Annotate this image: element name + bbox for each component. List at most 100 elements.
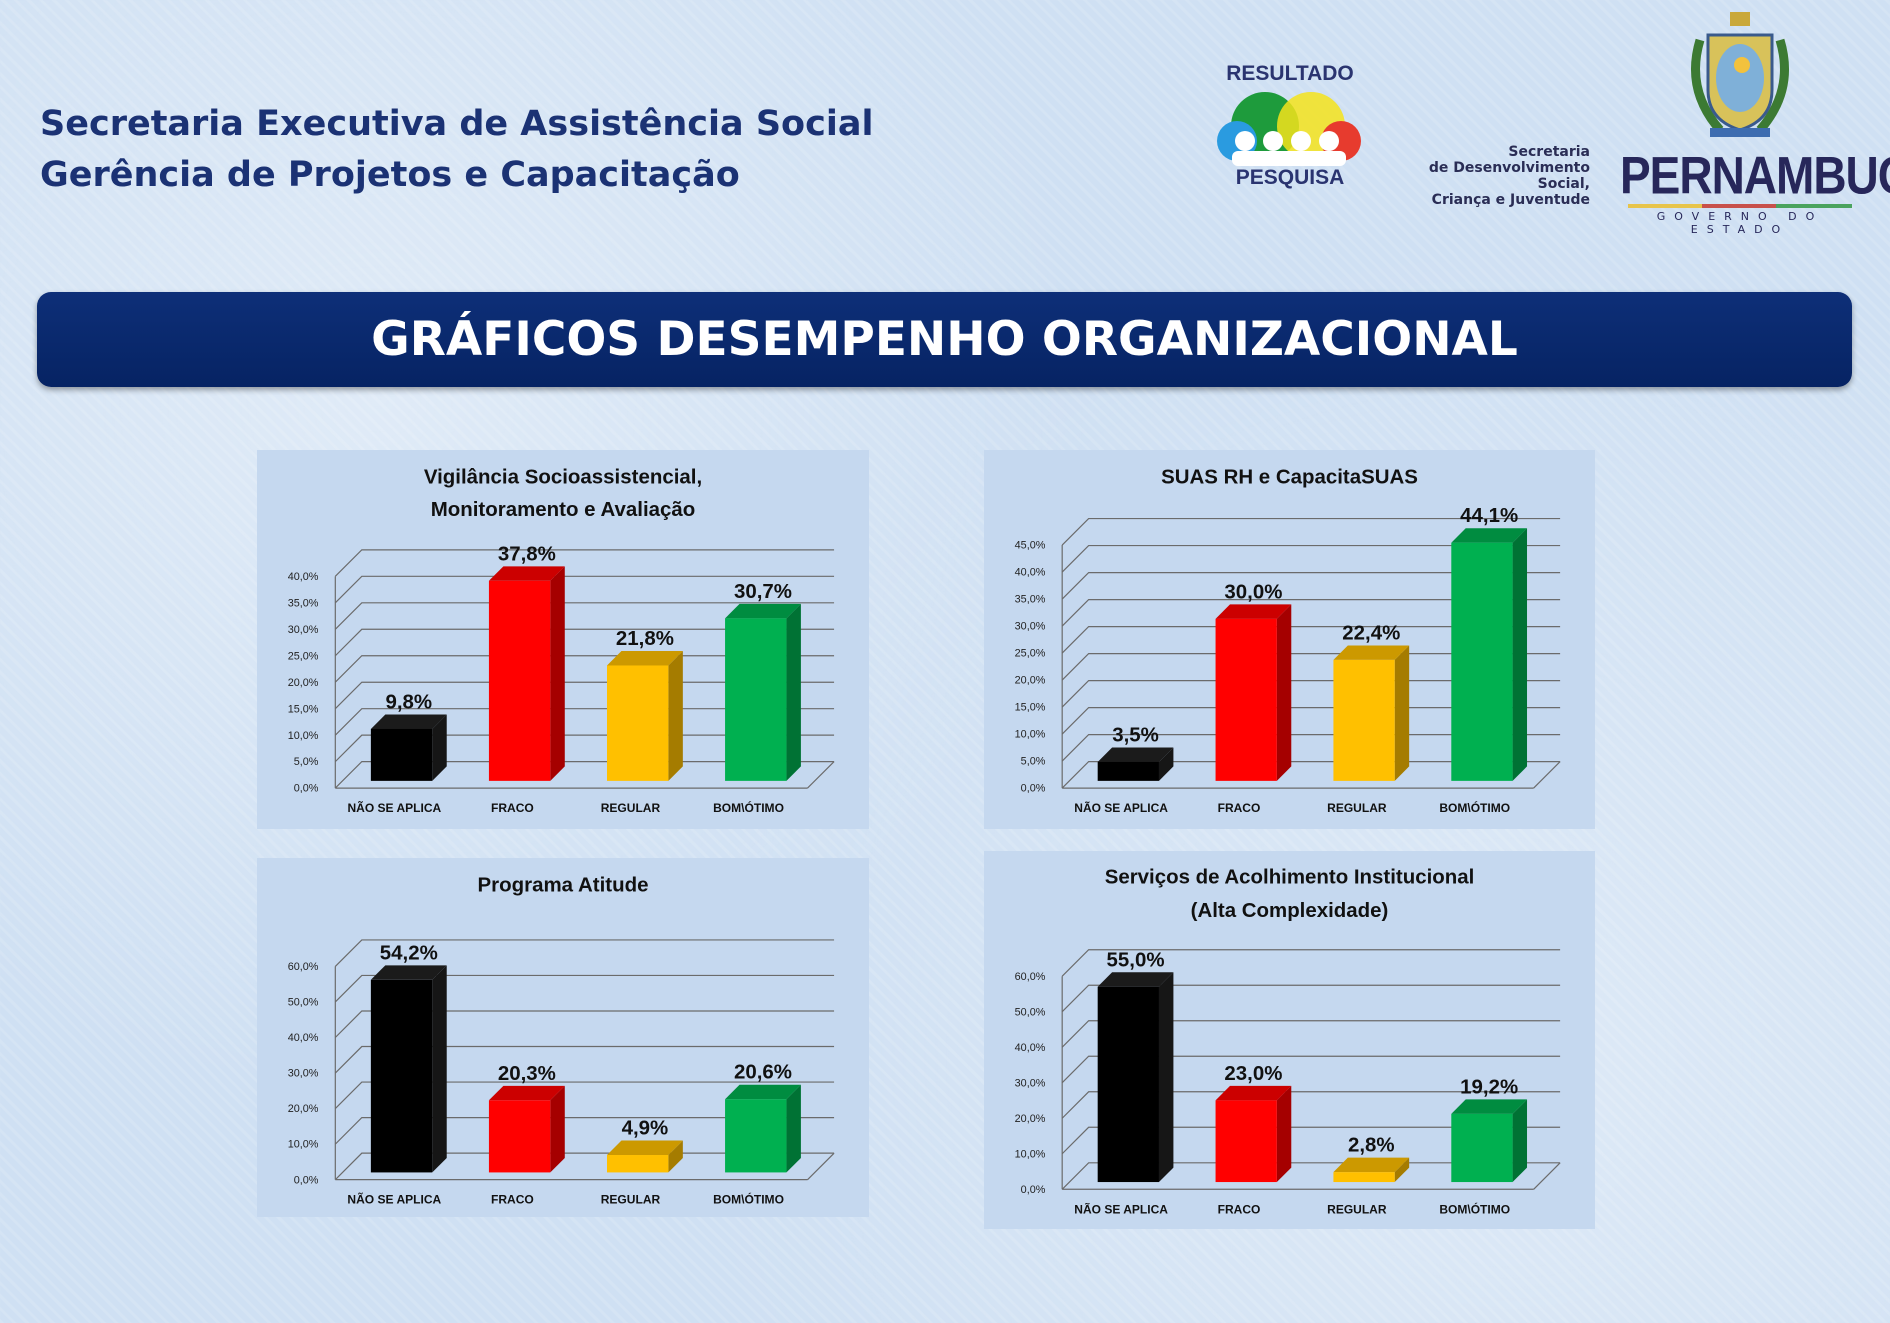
data-label: 9,8% [385, 691, 432, 714]
gridline [1061, 517, 1561, 546]
x-tick-label: FRACO [1218, 801, 1261, 815]
gridline [334, 1117, 835, 1145]
pernambuco-logo: PERNAMBUCO GOVERNO DO ESTADO [1620, 10, 1890, 236]
chart-panel-suas-rh: SUAS RH e CapacitaSUAS 0,0% 5,0% 10,0% 15,0%… [984, 450, 1595, 829]
chart-title: SUAS RH e CapacitaSUAS [1161, 466, 1418, 489]
y-tick-label: 35,0% [1015, 594, 1046, 606]
y-tick-label: 0,0% [1021, 1184, 1046, 1196]
data-label: 19,2% [1460, 1075, 1518, 1098]
chart-panel-vigilancia: Vigilância Socioassistencial, Monitoramen… [257, 450, 869, 829]
chart-svg: Vigilância Socioassistencial, Monitoramen… [288, 466, 835, 815]
bar-top [1215, 604, 1292, 619]
y-tick-label: 15,0% [288, 703, 319, 715]
x-tick-label: REGULAR [1327, 1202, 1387, 1216]
x-tick-label: NÃO SE APLICA [347, 1192, 441, 1207]
floor-edge [1533, 761, 1561, 789]
y-tick-label: 0,0% [1021, 783, 1046, 795]
bar [370, 728, 433, 781]
people-icon [1217, 92, 1361, 166]
bar-top [1451, 528, 1528, 543]
y-tick-label: 40,0% [1015, 567, 1046, 579]
bar-side [1512, 528, 1528, 781]
x-tick-label: FRACO [1218, 1202, 1261, 1216]
logo-text-top: RESULTADO [1226, 62, 1354, 85]
floor-edge [807, 761, 835, 789]
x-tick-label: BOM\ÓTIMO [1439, 1201, 1510, 1216]
x-tick-label: FRACO [491, 1193, 534, 1207]
y-tick-label: 5,0% [294, 756, 319, 768]
gridline [334, 628, 835, 657]
bar-top [1097, 972, 1174, 987]
gridline [1061, 625, 1561, 654]
bar-side [550, 566, 565, 781]
bar-top [725, 603, 801, 619]
chart-title: Serviços de Acolhimento Institucional [1105, 865, 1475, 888]
gridline [1061, 1020, 1561, 1048]
bar [1333, 659, 1395, 781]
gridline [334, 575, 835, 604]
gridline [334, 1081, 835, 1110]
chart-svg: SUAS RH e CapacitaSUAS 0,0% 5,0% 10,0% 15,0%… [1015, 466, 1561, 815]
bar-top [1215, 1085, 1292, 1101]
gridline [334, 939, 835, 967]
bar-side [432, 965, 447, 1173]
chart-title: Vigilância Socioassistencial, [424, 466, 702, 489]
header-line-2: Gerência de Projetos e Capacitação [40, 155, 740, 195]
bar-side [550, 1085, 565, 1173]
bar [1333, 1172, 1395, 1183]
bar [725, 1099, 787, 1173]
bar-side [786, 1084, 801, 1173]
governo-text: GOVERNO DO ESTADO [1656, 210, 1824, 236]
x-tick-label: NÃO SE APLICA [347, 800, 441, 815]
x-tick-label: BOM\ÓTIMO [713, 800, 784, 815]
data-label: 23,0% [1224, 1062, 1282, 1085]
bar [370, 979, 433, 1173]
y-tick-label: 40,0% [288, 1032, 319, 1044]
tricolor-line [1628, 204, 1852, 208]
bar-side [1512, 1099, 1528, 1183]
y-tick-label: 35,0% [288, 597, 319, 609]
gridline [1061, 544, 1561, 573]
bar [1215, 618, 1277, 781]
data-label: 55,0% [1107, 948, 1165, 971]
y-tick-label: 30,0% [288, 624, 319, 636]
x-tick-label: BOM\ÓTIMO [713, 1192, 784, 1207]
data-label: 37,8% [498, 542, 556, 565]
data-label: 20,3% [498, 1062, 556, 1085]
bar-top [606, 1140, 683, 1156]
section-banner: GRÁFICOS DESEMPENHO ORGANIZACIONAL [37, 292, 1852, 387]
bar-side [1276, 1085, 1292, 1183]
chart-panel-programa-atitude: Programa Atitude 0,0% 10,0% 20,0% 30,0% 40,0%… [257, 858, 869, 1217]
bar [1097, 761, 1159, 781]
sec-line: Criança e Juventude [1431, 192, 1590, 208]
y-tick-label: 0,0% [294, 783, 319, 795]
data-label: 21,8% [616, 627, 674, 650]
bar [488, 1100, 551, 1173]
bar [606, 1155, 669, 1173]
gridline [334, 1045, 835, 1074]
y-tick-label: 40,0% [1015, 1042, 1046, 1054]
bar [1451, 542, 1513, 781]
y-tick-label: 60,0% [1015, 971, 1046, 983]
bar-side [786, 603, 801, 781]
x-tick-label: NÃO SE APLICA [1074, 800, 1168, 815]
bar-top [488, 1085, 565, 1101]
bar-top [1333, 645, 1410, 660]
y-tick-label: 20,0% [1015, 675, 1046, 687]
bar-side [1276, 604, 1292, 781]
gridline [1061, 1055, 1561, 1084]
bar-top [1097, 747, 1174, 762]
y-tick-label: 50,0% [288, 997, 319, 1009]
floor-edge [807, 1152, 835, 1181]
bar-side [1158, 747, 1174, 781]
y-tick-label: 25,0% [288, 650, 319, 662]
secretaria-logo-text: Secretaria de Desenvolvimento Social, Cr… [1380, 144, 1590, 208]
data-label: 22,4% [1342, 621, 1400, 644]
x-tick-label: NÃO SE APLICA [1074, 1201, 1168, 1216]
gridline [1061, 598, 1561, 627]
bar-top [488, 566, 565, 581]
y-tick-label: 30,0% [1015, 1077, 1046, 1089]
data-label: 20,6% [734, 1061, 792, 1084]
bar-side [1394, 1157, 1410, 1183]
gridline [334, 549, 835, 577]
